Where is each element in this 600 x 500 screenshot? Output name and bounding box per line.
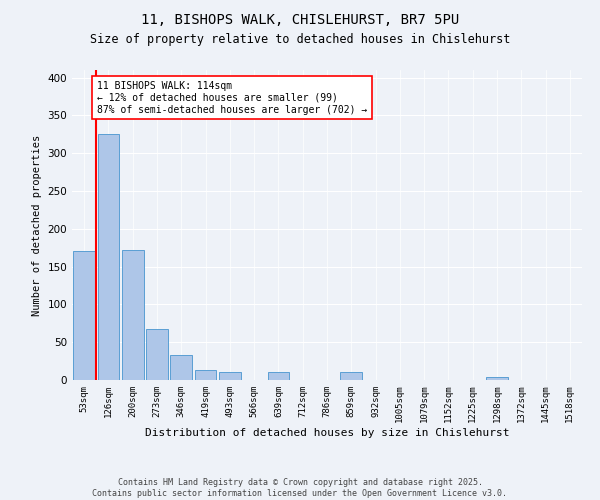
Y-axis label: Number of detached properties: Number of detached properties xyxy=(32,134,42,316)
X-axis label: Distribution of detached houses by size in Chislehurst: Distribution of detached houses by size … xyxy=(145,428,509,438)
Bar xyxy=(170,355,192,380)
Bar xyxy=(122,250,143,380)
Bar xyxy=(73,252,95,380)
Bar xyxy=(219,372,241,380)
Bar xyxy=(146,328,168,380)
Text: 11, BISHOPS WALK, CHISLEHURST, BR7 5PU: 11, BISHOPS WALK, CHISLEHURST, BR7 5PU xyxy=(141,12,459,26)
Bar xyxy=(194,370,217,380)
Bar xyxy=(486,377,508,380)
Bar xyxy=(97,134,119,380)
Bar xyxy=(268,372,289,380)
Text: Size of property relative to detached houses in Chislehurst: Size of property relative to detached ho… xyxy=(90,32,510,46)
Bar xyxy=(340,372,362,380)
Text: 11 BISHOPS WALK: 114sqm
← 12% of detached houses are smaller (99)
87% of semi-de: 11 BISHOPS WALK: 114sqm ← 12% of detache… xyxy=(97,82,367,114)
Text: Contains HM Land Registry data © Crown copyright and database right 2025.
Contai: Contains HM Land Registry data © Crown c… xyxy=(92,478,508,498)
